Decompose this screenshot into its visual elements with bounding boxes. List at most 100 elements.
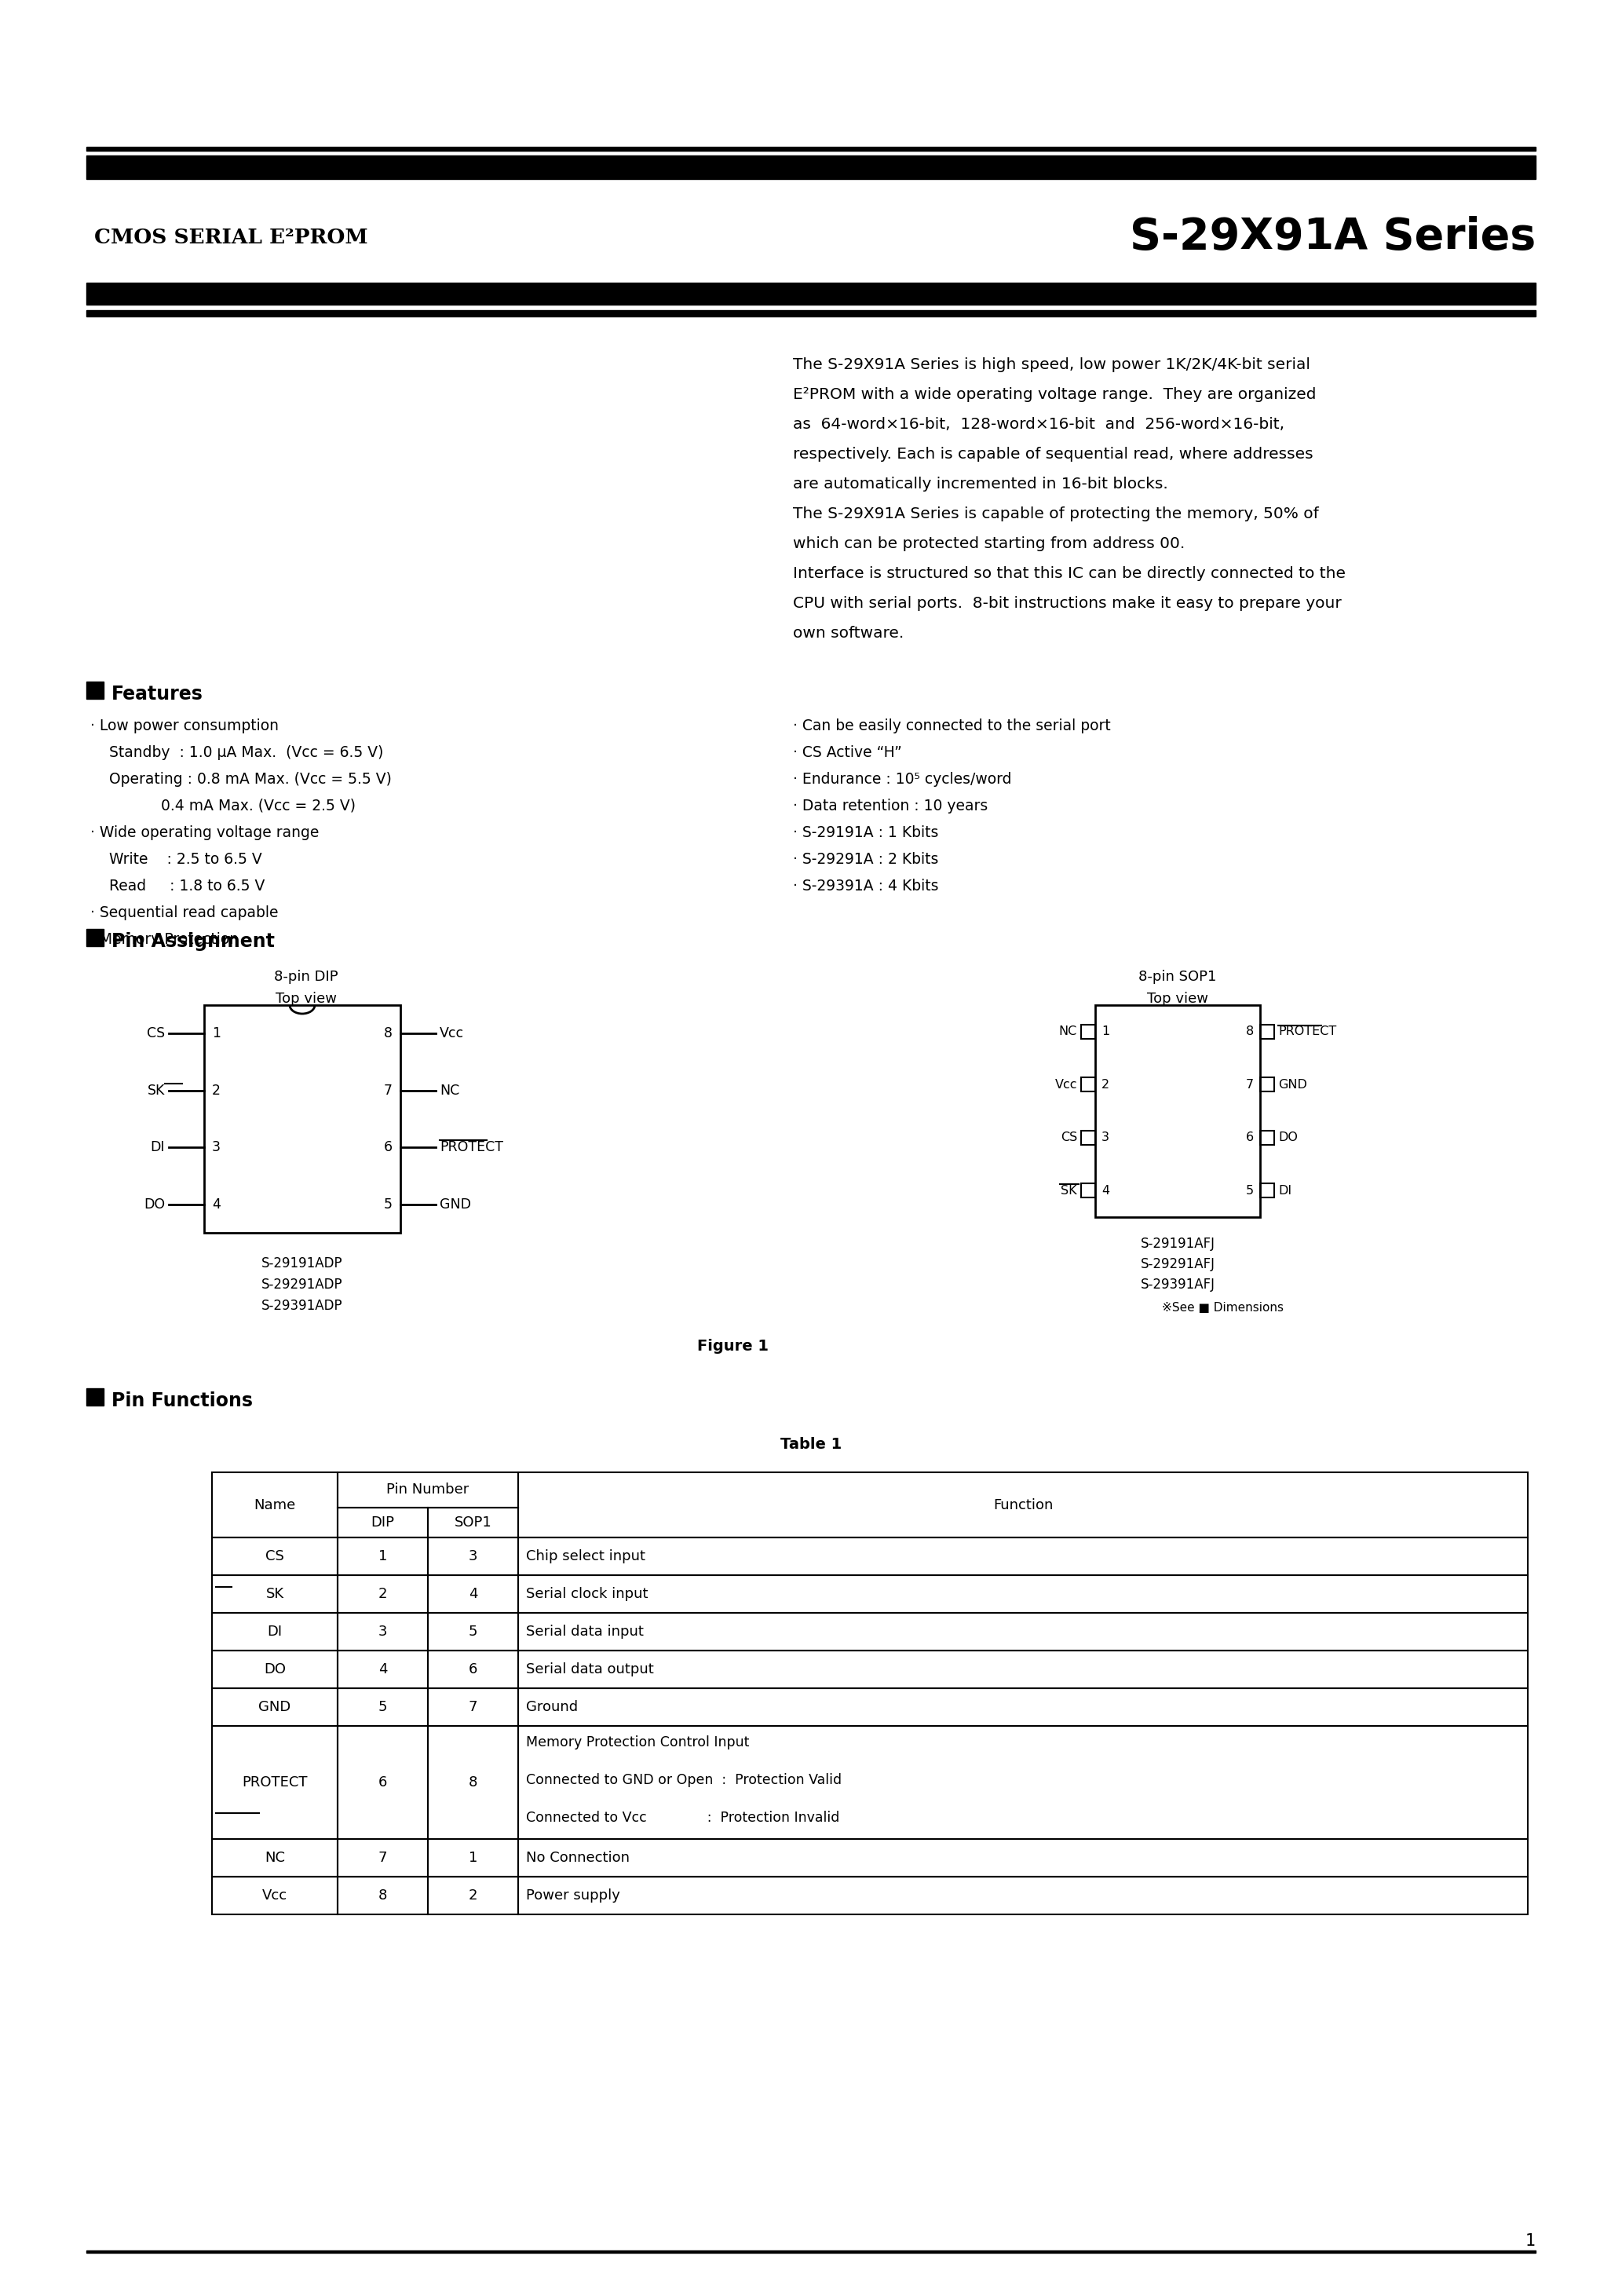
Text: 3: 3 [378, 1626, 388, 1639]
Bar [86, 1389, 104, 1405]
Text: · Endurance : 10⁵ cycles/word: · Endurance : 10⁵ cycles/word [793, 771, 1012, 788]
Bar [428, 1727, 517, 1839]
Bar [517, 1538, 1528, 1575]
Bar [1082, 1024, 1095, 1038]
Text: Connected to Vcc              :  Protection Invalid: Connected to Vcc : Protection Invalid [526, 1812, 840, 1825]
Bar [517, 1876, 1528, 1915]
Bar [517, 1612, 1528, 1651]
Text: Vᴄᴄ: Vᴄᴄ [440, 1026, 464, 1040]
Text: 1: 1 [378, 1550, 388, 1564]
Text: 6: 6 [378, 1775, 388, 1789]
Text: DO: DO [264, 1662, 285, 1676]
Text: 2: 2 [378, 1587, 388, 1600]
Text: Write    : 2.5 to 6.5 V: Write : 2.5 to 6.5 V [91, 852, 263, 868]
Bar [428, 1839, 517, 1876]
Bar [428, 1688, 517, 1727]
Text: 6: 6 [384, 1141, 393, 1155]
Text: ※See ■ Dimensions: ※See ■ Dimensions [1161, 1302, 1283, 1313]
Text: CS: CS [1061, 1132, 1077, 1143]
Text: · Low power consumption: · Low power consumption [91, 719, 279, 732]
Text: 8-pin SOP1: 8-pin SOP1 [1139, 969, 1216, 985]
Text: 6: 6 [469, 1662, 477, 1676]
Bar [86, 147, 1536, 152]
Text: The S-29X91A Series is high speed, low power 1K/2K/4K-bit serial: The S-29X91A Series is high speed, low p… [793, 358, 1311, 372]
Text: 8-pin DIP: 8-pin DIP [274, 969, 339, 985]
Text: 1: 1 [1525, 2234, 1536, 2248]
Text: SK: SK [266, 1587, 284, 1600]
Bar [1260, 1130, 1275, 1146]
Text: Top view: Top view [1147, 992, 1208, 1006]
Text: S-29291ADP: S-29291ADP [261, 1277, 342, 1293]
Bar [337, 1727, 428, 1839]
Bar [1082, 1077, 1095, 1091]
Text: Serial clock input: Serial clock input [526, 1587, 649, 1600]
Text: CS: CS [146, 1026, 165, 1040]
Text: PROTECT: PROTECT [1278, 1026, 1337, 1038]
Text: DO: DO [144, 1196, 165, 1212]
Text: Operating : 0.8 mA Max. (Vᴄᴄ = 5.5 V): Operating : 0.8 mA Max. (Vᴄᴄ = 5.5 V) [91, 771, 391, 788]
Text: which can be protected starting from address 00.: which can be protected starting from add… [793, 537, 1186, 551]
Text: Interface is structured so that this IC can be directly connected to the: Interface is structured so that this IC … [793, 567, 1346, 581]
Text: S-29391AFJ: S-29391AFJ [1140, 1277, 1215, 1293]
Text: Figure 1: Figure 1 [697, 1339, 769, 1355]
Bar [212, 1472, 337, 1538]
Text: · Can be easily connected to the serial port: · Can be easily connected to the serial … [793, 719, 1111, 732]
Text: SK: SK [1061, 1185, 1077, 1196]
Bar [337, 1472, 517, 1508]
Text: The S-29X91A Series is capable of protecting the memory, 50% of: The S-29X91A Series is capable of protec… [793, 507, 1319, 521]
Bar [517, 1727, 1528, 1839]
Bar [1260, 1182, 1275, 1199]
Text: GND: GND [440, 1196, 470, 1212]
Bar [86, 156, 1536, 179]
Bar [204, 1006, 401, 1233]
Text: 1: 1 [1101, 1026, 1109, 1038]
Bar [86, 930, 104, 946]
Bar [337, 1651, 428, 1688]
Text: Features: Features [112, 684, 203, 703]
Bar [212, 1727, 337, 1839]
Text: 8: 8 [469, 1775, 477, 1789]
Text: Ground: Ground [526, 1699, 577, 1715]
Bar [428, 1575, 517, 1612]
Bar [1260, 1024, 1275, 1038]
Bar [337, 1688, 428, 1727]
Text: SK: SK [148, 1084, 165, 1097]
Bar [517, 1472, 1528, 1538]
Text: Name: Name [255, 1497, 295, 1513]
Text: respectively. Each is capable of sequential read, where addresses: respectively. Each is capable of sequent… [793, 448, 1314, 461]
Text: 7: 7 [384, 1084, 393, 1097]
Text: · Data retention : 10 years: · Data retention : 10 years [793, 799, 988, 813]
Bar [86, 310, 1536, 317]
Bar [337, 1538, 428, 1575]
Text: 4: 4 [378, 1662, 388, 1676]
Text: Read     : 1.8 to 6.5 V: Read : 1.8 to 6.5 V [91, 879, 264, 893]
Text: 8: 8 [1246, 1026, 1254, 1038]
Bar [212, 1688, 337, 1727]
Bar [1082, 1182, 1095, 1199]
Text: Memory Protection Control Input: Memory Protection Control Input [526, 1736, 749, 1750]
Text: · CS Active “H”: · CS Active “H” [793, 746, 902, 760]
Text: Power supply: Power supply [526, 1890, 620, 1903]
Text: E²PROM with a wide operating voltage range.  They are organized: E²PROM with a wide operating voltage ran… [793, 388, 1315, 402]
Text: S-29291AFJ: S-29291AFJ [1140, 1258, 1215, 1272]
Text: SOP1: SOP1 [454, 1515, 491, 1529]
Text: CPU with serial ports.  8-bit instructions make it easy to prepare your: CPU with serial ports. 8-bit instruction… [793, 597, 1341, 611]
Bar [212, 1651, 337, 1688]
Text: S-29391ADP: S-29391ADP [261, 1300, 342, 1313]
Text: 1: 1 [212, 1026, 221, 1040]
Bar [428, 1508, 517, 1538]
Bar [337, 1876, 428, 1915]
Text: 5: 5 [378, 1699, 388, 1715]
Text: 4: 4 [469, 1587, 477, 1600]
Text: DO: DO [1278, 1132, 1298, 1143]
Text: DIP: DIP [371, 1515, 394, 1529]
Text: Vᴄᴄ: Vᴄᴄ [1054, 1079, 1077, 1091]
Bar [1095, 1006, 1260, 1217]
Text: Function: Function [993, 1497, 1053, 1513]
Text: Pin Assignment: Pin Assignment [112, 932, 274, 951]
Bar [517, 1688, 1528, 1727]
Text: S-29X91A Series: S-29X91A Series [1129, 216, 1536, 259]
Text: NC: NC [440, 1084, 459, 1097]
Text: 6: 6 [1246, 1132, 1254, 1143]
Text: S-29191ADP: S-29191ADP [261, 1256, 342, 1270]
